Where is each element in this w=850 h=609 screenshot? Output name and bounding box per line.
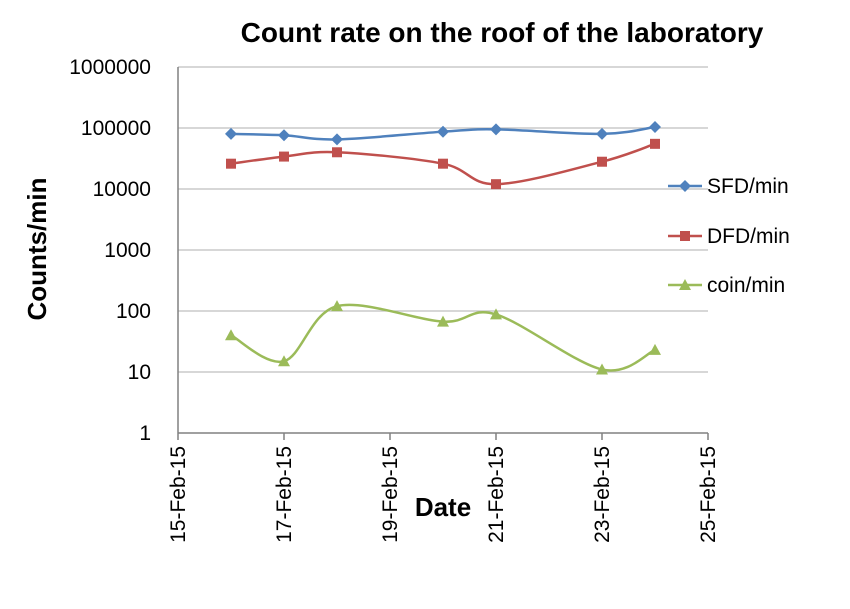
y-tick-label: 10000 — [93, 178, 151, 201]
y-tick-label: 1000 — [104, 239, 151, 262]
data-point-dfd — [491, 179, 501, 190]
data-point-dfd — [650, 138, 660, 149]
legend: SFD/min DFD/min coin/min — [668, 175, 790, 297]
y-tick-labels: 1 10 100 1000 10000 100000 1000000 — [69, 56, 151, 445]
data-point-dfd — [597, 156, 607, 167]
data-point-coin — [331, 300, 343, 312]
legend-label: SFD/min — [707, 175, 789, 198]
legend-label: DFD/min — [707, 225, 790, 248]
legend-item-dfd: DFD/min — [668, 225, 790, 248]
y-tick-label: 10 — [128, 361, 151, 384]
axes — [177, 67, 709, 440]
y-axis-title: Counts/min — [22, 178, 52, 321]
series-sfd — [225, 120, 661, 146]
data-point-dfd — [438, 158, 448, 169]
x-tick-label: 15-Feb-15 — [167, 446, 190, 543]
data-point-sfd — [225, 127, 237, 140]
data-point-coin — [490, 308, 502, 320]
y-tick-label: 1 — [139, 422, 151, 445]
data-point-sfd — [278, 129, 290, 142]
legend-marker-sfd — [679, 180, 691, 192]
data-point-dfd — [332, 147, 342, 158]
data-point-dfd — [226, 158, 236, 169]
data-point-sfd — [331, 133, 343, 146]
data-point-coin — [649, 343, 661, 355]
data-point-coin — [596, 363, 608, 375]
x-axis-title: Date — [415, 492, 471, 522]
data-point-dfd — [279, 151, 289, 162]
series-line-coin — [230, 303, 656, 372]
data-point-sfd — [437, 125, 449, 138]
data-point-coin — [278, 355, 290, 367]
x-tick-label: 25-Feb-15 — [697, 446, 720, 543]
data-point-sfd — [490, 123, 502, 136]
legend-marker-dfd — [680, 231, 690, 241]
x-tick-label: 19-Feb-15 — [379, 446, 402, 543]
data-point-sfd — [596, 127, 608, 140]
y-tick-label: 100 — [116, 300, 151, 323]
series-dfd — [226, 138, 660, 190]
data-point-sfd — [649, 120, 661, 133]
y-tick-label: 1000000 — [69, 56, 151, 79]
x-tick-label: 23-Feb-15 — [591, 446, 614, 543]
x-tick-label: 21-Feb-15 — [485, 446, 508, 543]
series-coin — [225, 300, 661, 375]
chart-title: Count rate on the roof of the laboratory — [241, 17, 764, 48]
data-point-coin — [437, 315, 449, 327]
y-tick-label: 100000 — [81, 117, 151, 140]
x-tick-label: 17-Feb-15 — [273, 446, 296, 543]
series-group — [225, 120, 661, 375]
legend-item-coin: coin/min — [668, 274, 785, 297]
x-tick-labels: 15-Feb-15 17-Feb-15 19-Feb-15 21-Feb-15 23-F… — [167, 446, 720, 543]
data-point-coin — [225, 329, 237, 341]
legend-marker-coin — [679, 279, 691, 290]
legend-label: coin/min — [707, 274, 785, 297]
legend-item-sfd: SFD/min — [668, 175, 789, 198]
